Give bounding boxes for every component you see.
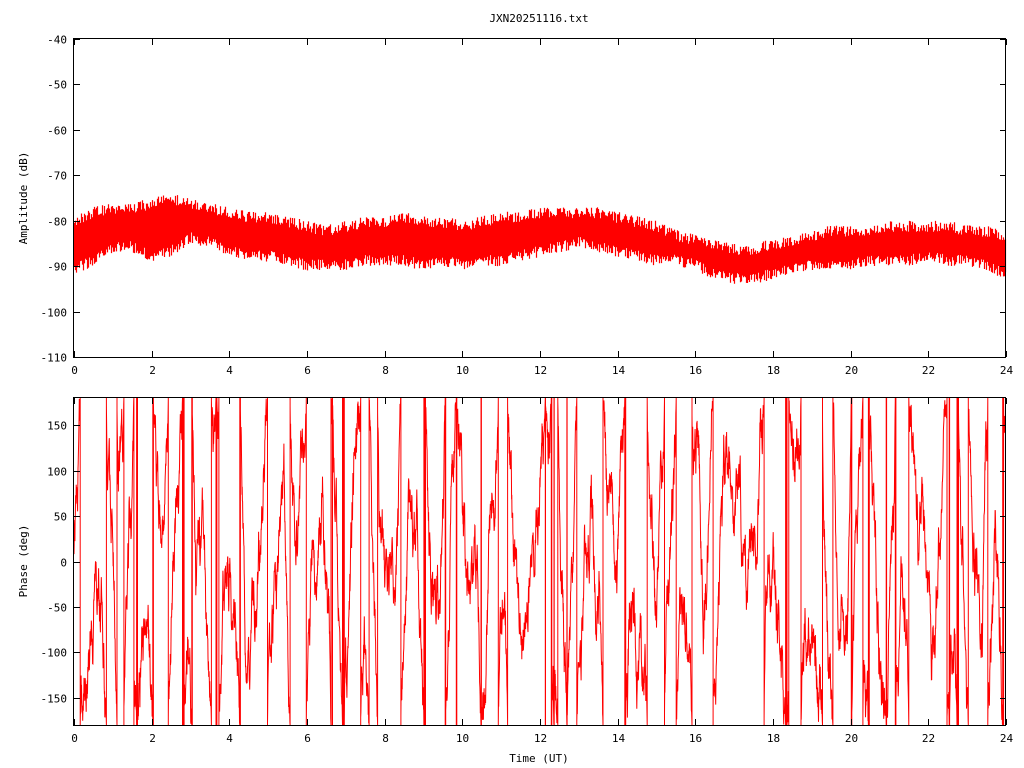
x-tick-label: 14: [612, 732, 626, 745]
amplitude-y-axis-label: Amplitude (dB): [17, 152, 30, 245]
x-tick-label: 18: [767, 732, 780, 745]
x-tick-label: 14: [612, 364, 626, 377]
x-tick-label: 24: [1000, 364, 1014, 377]
y-tick-label: -150: [41, 693, 68, 706]
x-tick-label: 6: [304, 364, 311, 377]
amplitude-line: [73, 195, 1007, 284]
x-tick-label: 2: [149, 364, 156, 377]
x-tick-label: 4: [226, 732, 233, 745]
x-axis-label: Time (UT): [509, 752, 569, 765]
x-tick-label: 6: [304, 732, 311, 745]
x-tick-label: 8: [382, 364, 389, 377]
x-tick-label: 24: [1000, 732, 1014, 745]
y-tick-label: 150: [47, 420, 67, 433]
y-tick-label: -80: [47, 216, 67, 229]
y-tick-label: 50: [54, 511, 67, 524]
chart-title: JXN20251116.txt: [489, 12, 588, 25]
y-tick-label: 100: [47, 466, 67, 479]
x-tick-label: 20: [845, 732, 858, 745]
x-tick-label: 10: [456, 732, 469, 745]
y-tick-label: -90: [47, 261, 67, 274]
phase-plot-frame: [73, 397, 1006, 726]
x-tick-label: 16: [689, 732, 702, 745]
amplitude-axes: 0 2 4 6 8 10 12 14 16 18 20 22 24-40-50-60-70-80-90-…: [41, 34, 1014, 378]
phase-axes: 0 2 4 6 8 10 12 14 16 18 20 22 24150100500-50-100-15…: [41, 398, 1014, 745]
phase-line: [74, 398, 1006, 725]
y-tick-label: -50: [47, 602, 67, 615]
phase-panel: 0 2 4 6 8 10 12 14 16 18 20 22 24150100500-50-100-15…: [17, 397, 1014, 765]
y-tick-label: -100: [41, 647, 68, 660]
amplitude-plot-frame: [73, 38, 1006, 358]
x-tick-label: 20: [845, 364, 858, 377]
x-tick-label: 0: [71, 732, 78, 745]
x-tick-label: 0: [71, 364, 78, 377]
phase-series: [74, 398, 1006, 725]
x-tick-label: 16: [689, 364, 702, 377]
y-tick-label: -100: [41, 307, 68, 320]
x-tick-label: 18: [767, 364, 780, 377]
x-tick-label: 8: [382, 732, 389, 745]
amplitude-panel: 0 2 4 6 8 10 12 14 16 18 20 22 24-40-50-60-70-80-90-…: [17, 34, 1013, 378]
y-tick-label: -70: [47, 170, 67, 183]
x-tick-label: 12: [534, 364, 547, 377]
amplitude-series: [73, 195, 1007, 284]
x-tick-label: 22: [922, 732, 935, 745]
y-tick-label: -40: [47, 34, 67, 47]
y-tick-label: -110: [41, 352, 68, 365]
x-tick-label: 10: [456, 364, 469, 377]
x-tick-label: 22: [922, 364, 935, 377]
y-tick-label: -60: [47, 125, 67, 138]
x-tick-label: 12: [534, 732, 547, 745]
y-tick-label: 0: [60, 557, 67, 570]
x-tick-label: 2: [149, 732, 156, 745]
x-tick-label: 4: [226, 364, 233, 377]
y-tick-label: -50: [47, 79, 67, 92]
phase-y-axis-label: Phase (deg): [17, 525, 30, 598]
